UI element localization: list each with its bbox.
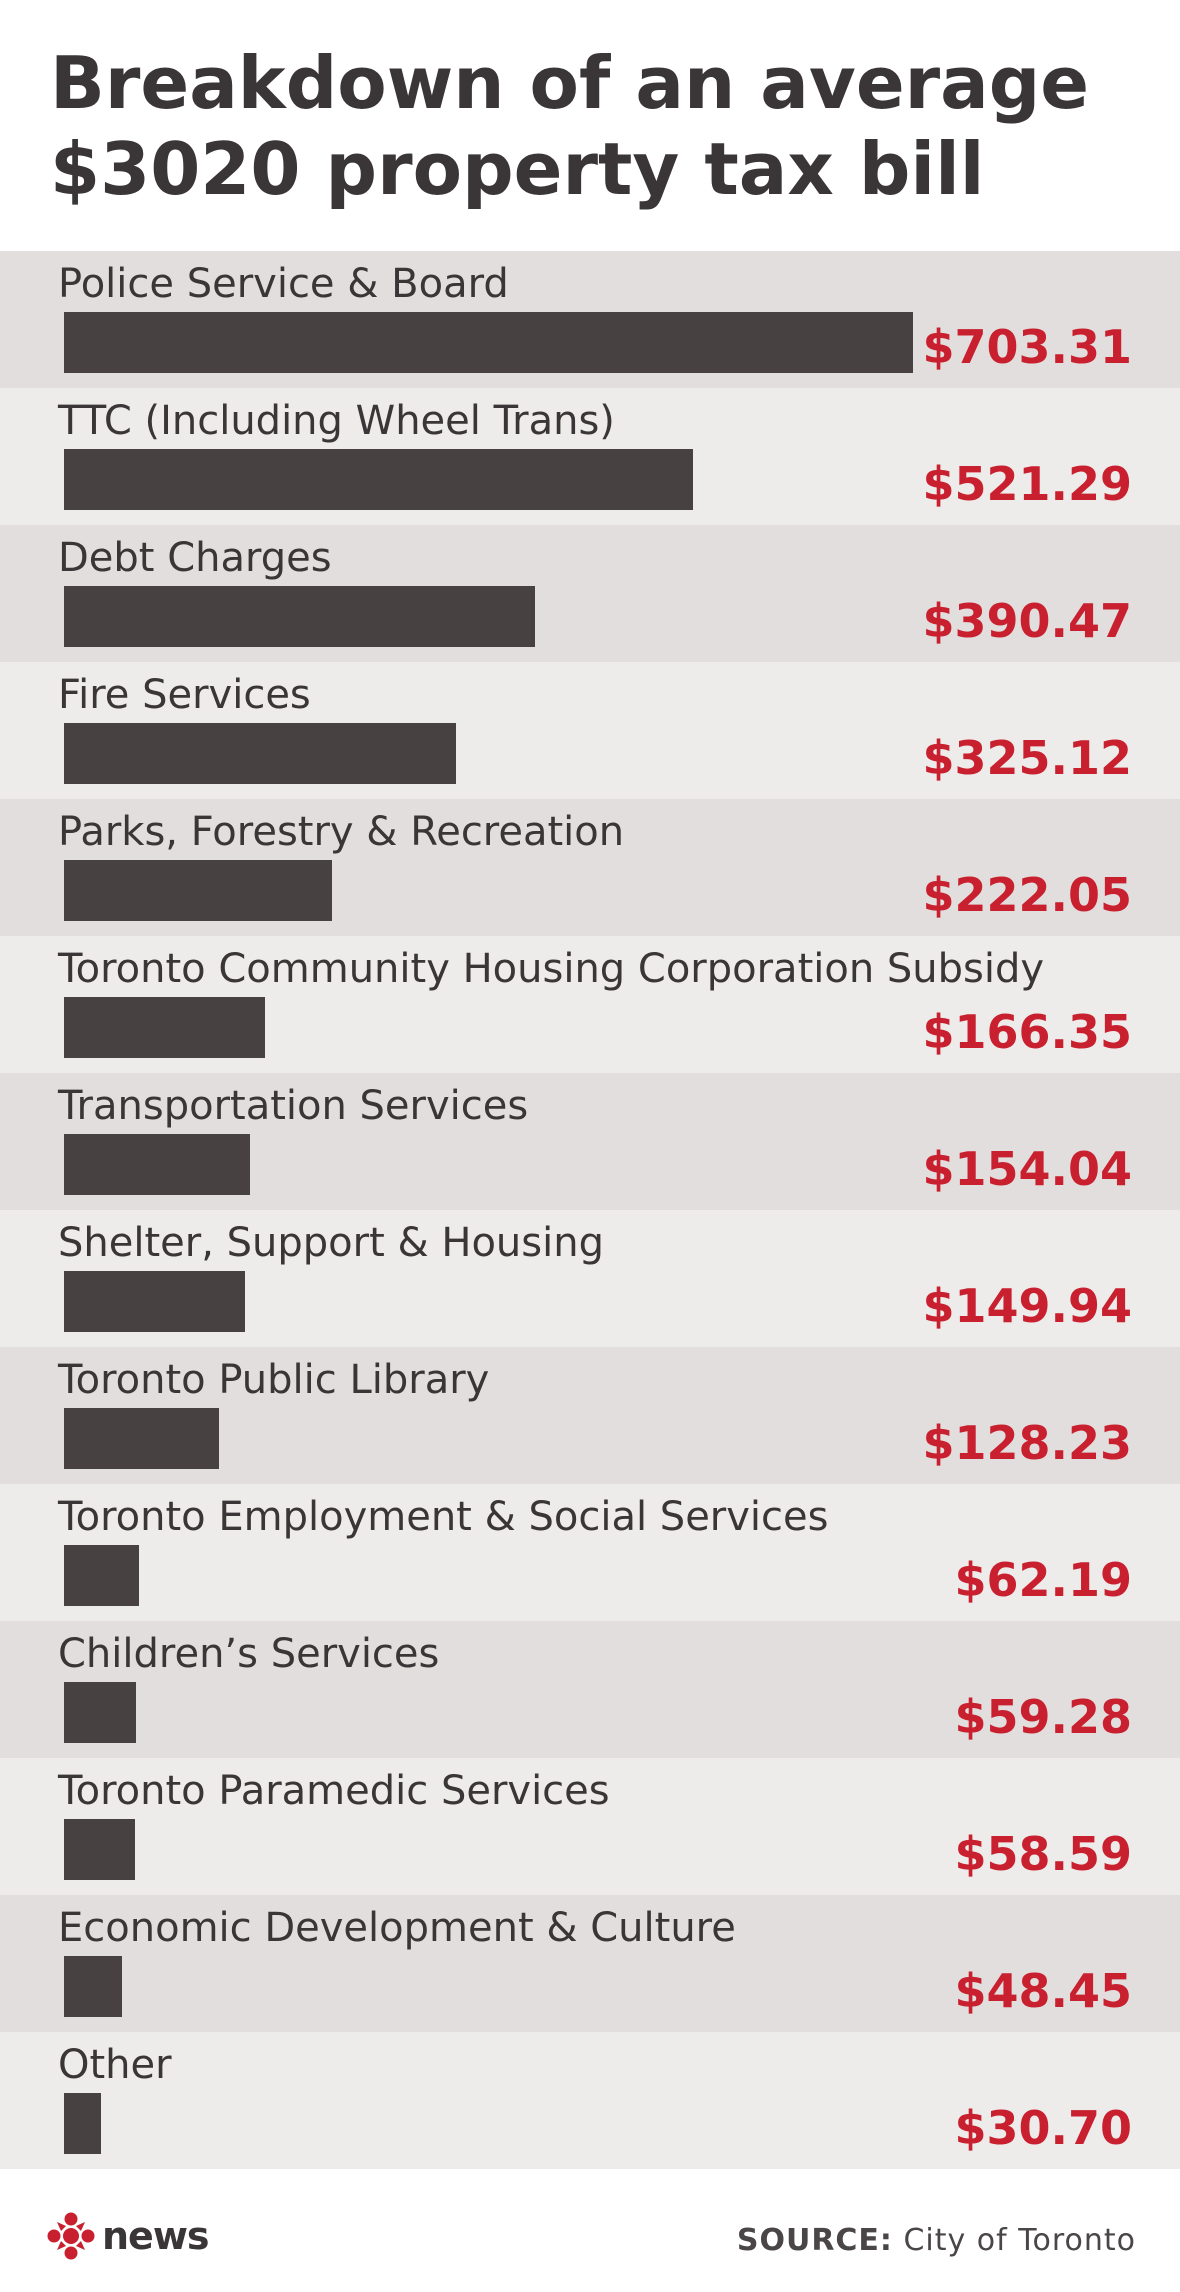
category-label: Debt Charges xyxy=(58,535,332,581)
bar xyxy=(64,997,265,1058)
value-label: $128.23 xyxy=(922,1416,1132,1470)
chart-title-line-2: $3020 property tax bill xyxy=(50,127,985,211)
bar-row: Shelter, Support & Housing $149.94 xyxy=(0,1210,1180,1347)
value-label: $390.47 xyxy=(922,594,1132,648)
bar-row: TTC (Including Wheel Trans) $521.29 xyxy=(0,388,1180,525)
chart-title: Breakdown of an average $3020 property t… xyxy=(50,40,1150,212)
bar xyxy=(64,860,332,921)
bar xyxy=(64,1956,122,2017)
footer: news SOURCE: City of Toronto xyxy=(0,2169,1180,2292)
category-label: Transportation Services xyxy=(58,1083,529,1129)
bar-row: Toronto Paramedic Services $58.59 xyxy=(0,1758,1180,1895)
bar xyxy=(64,1819,135,1880)
bar-row: Children’s Services $59.28 xyxy=(0,1621,1180,1758)
category-label: Toronto Community Housing Corporation Su… xyxy=(58,946,1045,992)
value-label: $149.94 xyxy=(922,1279,1132,1333)
category-label: Toronto Paramedic Services xyxy=(58,1768,610,1814)
value-label: $30.70 xyxy=(954,2101,1132,2155)
bar-row: Other $30.70 xyxy=(0,2032,1180,2169)
category-label: Toronto Public Library xyxy=(58,1357,490,1403)
bar-row: Toronto Public Library $128.23 xyxy=(0,1347,1180,1484)
bar xyxy=(64,2093,101,2154)
bar-row: Economic Development & Culture $48.45 xyxy=(0,1895,1180,2032)
category-label: Parks, Forestry & Recreation xyxy=(58,809,625,855)
value-label: $325.12 xyxy=(922,731,1132,785)
category-label: TTC (Including Wheel Trans) xyxy=(58,398,615,444)
chart-title-line-1: Breakdown of an average xyxy=(50,41,1090,125)
bar-row: Toronto Community Housing Corporation Su… xyxy=(0,936,1180,1073)
bar xyxy=(64,1271,245,1332)
bar-row: Fire Services $325.12 xyxy=(0,662,1180,799)
bar xyxy=(64,312,913,373)
source-credit: SOURCE: City of Toronto xyxy=(737,2223,1136,2258)
value-label: $154.04 xyxy=(922,1142,1132,1196)
value-label: $521.29 xyxy=(922,457,1132,511)
bar xyxy=(64,586,535,647)
bar xyxy=(64,1134,250,1195)
bar xyxy=(64,1408,219,1469)
bar xyxy=(64,449,693,510)
bar xyxy=(64,723,456,784)
bar-row: Transportation Services $154.04 xyxy=(0,1073,1180,1210)
brand-name: news xyxy=(102,2214,210,2258)
bar-row: Toronto Employment & Social Services $62.… xyxy=(0,1484,1180,1621)
category-label: Toronto Employment & Social Services xyxy=(58,1494,829,1540)
category-label: Children’s Services xyxy=(58,1631,440,1677)
bar-row: Debt Charges $390.47 xyxy=(0,525,1180,662)
category-label: Economic Development & Culture xyxy=(58,1905,736,1951)
value-label: $166.35 xyxy=(922,1005,1132,1059)
value-label: $703.31 xyxy=(922,320,1132,374)
source-text: City of Toronto xyxy=(892,2223,1136,2258)
category-label: Police Service & Board xyxy=(58,261,509,307)
category-label: Fire Services xyxy=(58,672,311,718)
bar-row: Police Service & Board $703.31 xyxy=(0,251,1180,388)
value-label: $48.45 xyxy=(954,1964,1132,2018)
cbc-gem-icon xyxy=(47,2212,95,2260)
value-label: $62.19 xyxy=(954,1553,1132,1607)
value-label: $222.05 xyxy=(922,868,1132,922)
bar-row: Parks, Forestry & Recreation $222.05 xyxy=(0,799,1180,936)
value-label: $59.28 xyxy=(954,1690,1132,1744)
category-label: Shelter, Support & Housing xyxy=(58,1220,604,1266)
source-label: SOURCE: xyxy=(736,2223,893,2258)
bar xyxy=(64,1682,136,1743)
bar xyxy=(64,1545,139,1606)
bar-chart: Police Service & Board $703.31 TTC (Includ… xyxy=(0,251,1180,2169)
category-label: Other xyxy=(58,2042,172,2088)
value-label: $58.59 xyxy=(954,1827,1132,1881)
cbc-news-logo: news xyxy=(46,2211,210,2261)
